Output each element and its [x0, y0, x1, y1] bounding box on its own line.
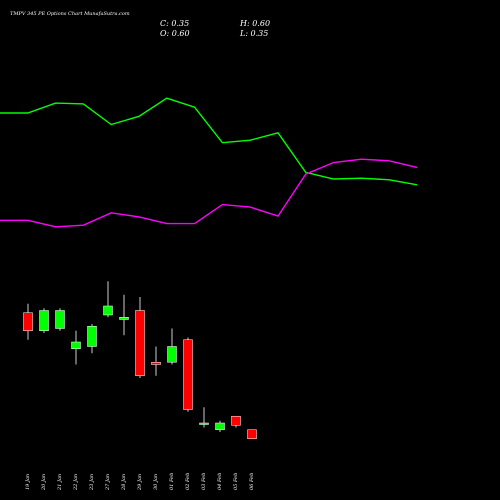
indicator-line-1 — [0, 97, 418, 186]
candle — [71, 330, 81, 365]
x-tick-label: 19 Jan — [25, 474, 31, 490]
candle — [247, 429, 257, 439]
x-tick-label: 01 Feb — [169, 473, 175, 490]
candle-body-up — [215, 422, 225, 430]
candle-body-up — [55, 310, 65, 329]
x-tick-label: 06 Feb — [249, 473, 255, 490]
candle-body-up — [167, 346, 177, 363]
candle — [151, 346, 161, 376]
candle-body-up — [39, 310, 49, 331]
x-tick-label: 23 Jan — [89, 474, 95, 491]
x-tick-label: 03 Feb — [201, 473, 207, 490]
candle — [55, 308, 65, 331]
candle-body-down — [23, 312, 33, 331]
candle — [135, 297, 145, 378]
candle — [39, 308, 49, 333]
x-tick-label: 28 Jan — [121, 474, 127, 491]
candle-body-up — [119, 317, 129, 320]
candle — [215, 420, 225, 432]
x-tick-label: 04 Feb — [217, 473, 223, 490]
candle-body-down — [135, 310, 145, 376]
candle — [119, 294, 129, 336]
x-tick-label: 29 Jan — [137, 474, 143, 491]
open-readout: O: 0.60 — [160, 29, 190, 38]
chart-title: TMPV 345 PE Options Chart MunafaSutra.co… — [10, 11, 130, 17]
x-tick-label: 21 Jan — [57, 474, 63, 491]
x-tick-label: 22 Jan — [73, 474, 79, 491]
x-tick-label: 27 Jan — [105, 474, 111, 491]
candle — [103, 281, 113, 318]
x-tick-label: 30 Jan — [153, 474, 159, 490]
candle-body-down — [231, 416, 241, 426]
x-axis: 19 Jan 20 Jan 21 Jan 22 Jan 23 Jan 27 Jan 28 J… — [25, 473, 255, 491]
candle — [23, 303, 33, 340]
candle-body-down — [151, 362, 161, 365]
candle-body-up — [87, 326, 97, 347]
candle-body-up — [199, 422, 209, 425]
close-readout: C: 0.35 — [160, 19, 189, 28]
candlestick-panel — [23, 281, 257, 439]
candle — [183, 337, 193, 412]
candle — [231, 416, 241, 428]
x-tick-label: 20 Jan — [41, 474, 47, 491]
indicator-panel — [0, 97, 418, 228]
indicator-line-2 — [0, 158, 418, 228]
x-tick-label: 02 Feb — [185, 473, 191, 490]
candle — [167, 328, 177, 365]
candle-body-down — [183, 339, 193, 410]
candle-body-up — [71, 341, 81, 349]
high-readout: H: 0.60 — [239, 19, 270, 28]
candle — [87, 324, 97, 354]
candle-body-up — [103, 305, 113, 316]
candle-body-down — [247, 429, 257, 439]
candle — [199, 407, 209, 428]
low-readout: L: 0.35 — [239, 29, 268, 38]
x-tick-label: 05 Feb — [233, 473, 239, 490]
